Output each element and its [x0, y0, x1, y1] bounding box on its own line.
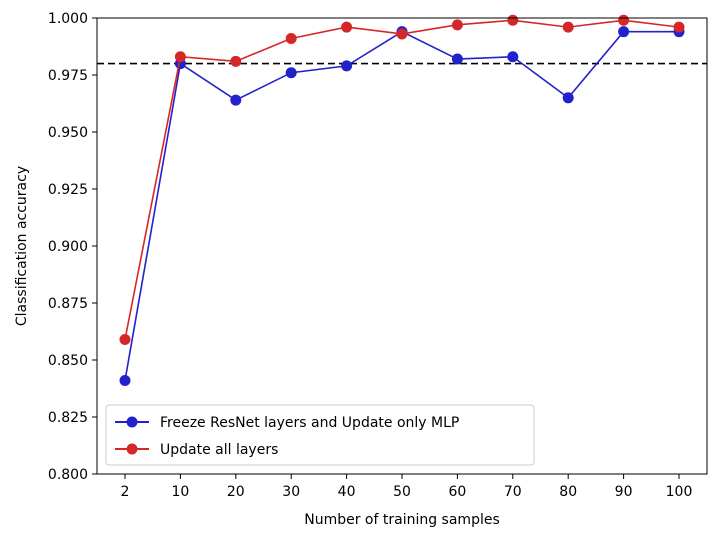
point-update-all-70	[507, 14, 519, 26]
point-update-all-60	[451, 19, 463, 31]
point-update-all-50	[396, 28, 408, 40]
legend-marker-update-all	[126, 443, 138, 455]
y-tick-label-0.950: 0.950	[48, 125, 88, 141]
x-tick-label-90: 90	[615, 484, 633, 500]
legend-label-update-all: Update all layers	[160, 442, 278, 458]
x-tick-label-10: 10	[171, 484, 189, 500]
legend-marker-freeze	[126, 416, 138, 428]
x-tick-label-60: 60	[448, 484, 466, 500]
point-update-all-2	[119, 333, 131, 345]
y-tick-label-1.000: 1.000	[48, 11, 88, 27]
series-line-update-all	[124, 19, 680, 340]
point-freeze-70	[507, 51, 519, 63]
legend-box	[105, 404, 535, 466]
point-update-all-90	[618, 14, 630, 26]
x-tick-label-2: 2	[121, 484, 130, 500]
y-tick-label-0.800: 0.800	[48, 467, 88, 483]
x-tick-label-40: 40	[338, 484, 356, 500]
point-update-all-100	[673, 21, 685, 33]
x-tick-label-50: 50	[393, 484, 411, 500]
x-axis-title: Number of training samples	[304, 512, 500, 528]
point-freeze-20	[230, 94, 242, 106]
point-update-all-10	[174, 51, 186, 63]
x-tick-label-30: 30	[282, 484, 300, 500]
point-freeze-90	[618, 26, 630, 38]
y-tick-label-0.850: 0.850	[48, 353, 88, 369]
x-tick-label-100: 100	[666, 484, 693, 500]
plot-layer	[97, 14, 707, 387]
y-tick-label-0.975: 0.975	[48, 68, 88, 84]
y-axis-title: Classification accuracy	[14, 166, 30, 326]
ticks-layer: 2 10 20 30 40 50 60 70 80 90 100 0.800 0.825 0.850 0.8…	[48, 11, 692, 500]
point-freeze-2	[119, 375, 131, 387]
y-tick-label-0.825: 0.825	[48, 410, 88, 426]
point-update-all-20	[230, 55, 242, 67]
point-update-all-40	[341, 21, 353, 33]
legend-label-freeze: Freeze ResNet layers and Update only MLP	[160, 415, 459, 431]
y-tick-label-0.925: 0.925	[48, 182, 88, 198]
legend: Freeze ResNet layers and Update only MLP…	[105, 404, 535, 466]
point-freeze-40	[341, 60, 353, 72]
series-line-freeze	[124, 30, 679, 381]
point-update-all-30	[285, 33, 297, 45]
point-freeze-80	[562, 92, 574, 104]
point-freeze-60	[451, 53, 463, 65]
point-update-all-80	[562, 21, 574, 33]
x-tick-label-80: 80	[559, 484, 577, 500]
x-tick-label-70: 70	[504, 484, 522, 500]
x-tick-label-20: 20	[227, 484, 245, 500]
point-freeze-30	[285, 67, 297, 79]
y-tick-label-0.900: 0.900	[48, 239, 88, 255]
y-tick-label-0.875: 0.875	[48, 296, 88, 312]
